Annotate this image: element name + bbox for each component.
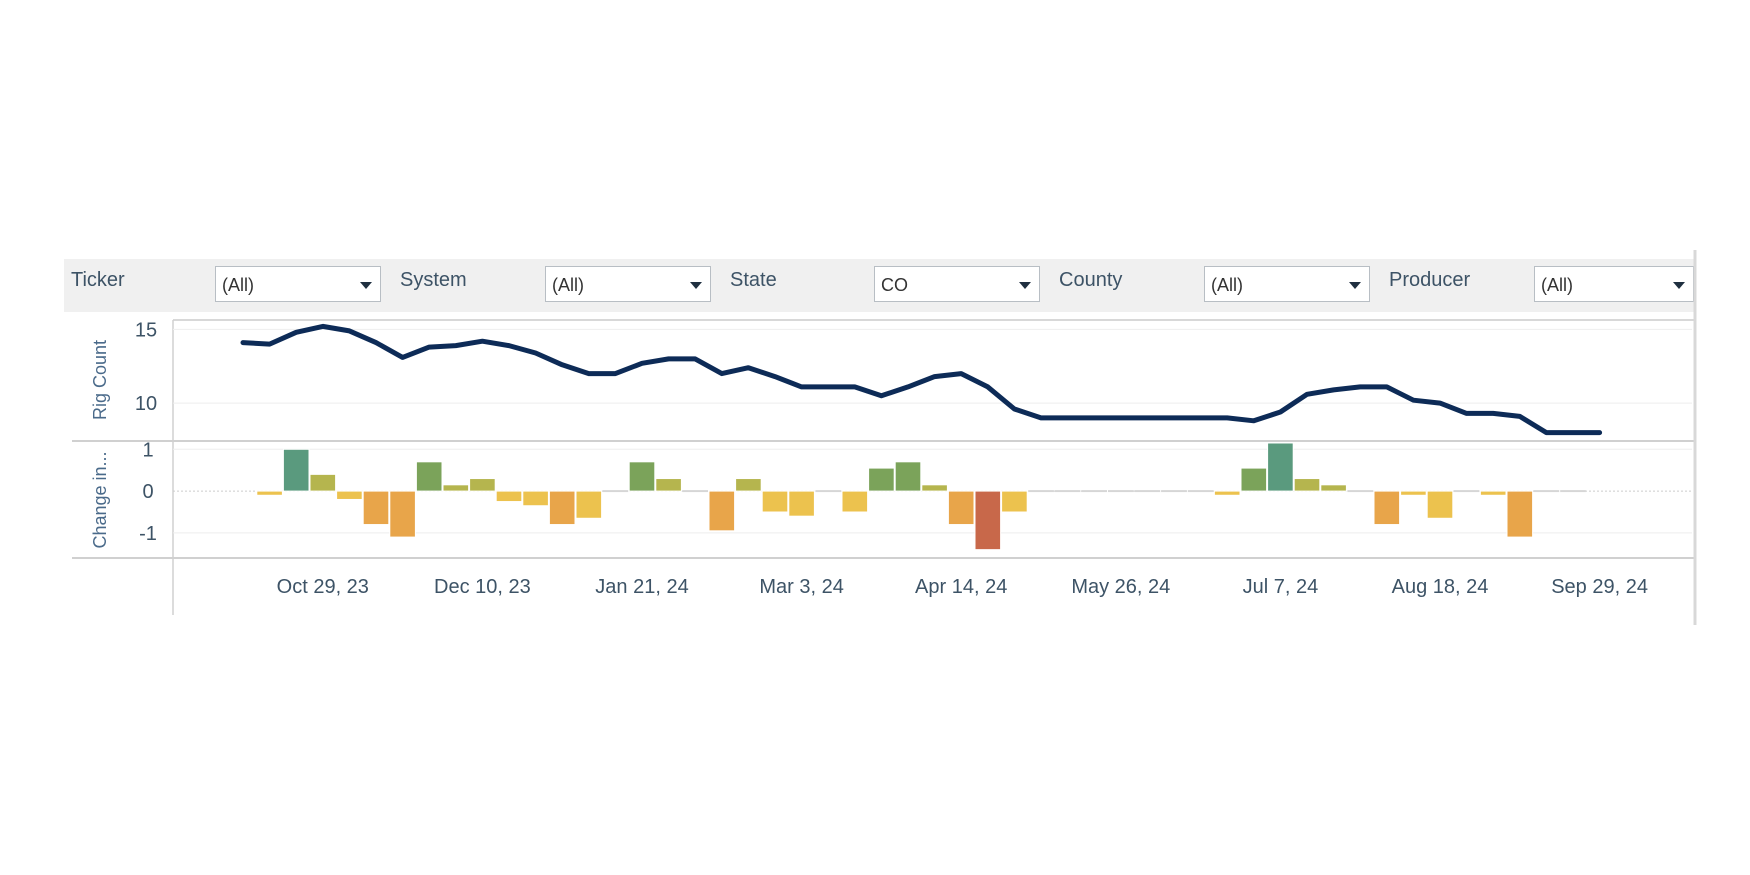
y-axis-title-change: Change in... (90, 451, 110, 548)
system-dropdown[interactable]: (All) (545, 266, 711, 302)
ticker-dropdown[interactable]: (All) (215, 266, 381, 302)
y-tick-label: 1 (142, 439, 153, 461)
bar (628, 461, 656, 492)
chevron-down-icon (1349, 282, 1361, 289)
bar (1293, 478, 1321, 492)
bar (1320, 484, 1347, 492)
bar (655, 478, 682, 492)
bar (1426, 490, 1454, 519)
bar (894, 461, 922, 492)
bar (1187, 490, 1214, 493)
county-dropdown[interactable]: (All) (1204, 266, 1370, 302)
bar (1054, 490, 1081, 493)
chevron-down-icon (1673, 282, 1685, 289)
x-tick-label: Oct 29, 23 (277, 576, 369, 598)
bar (1347, 490, 1373, 493)
bar (921, 484, 948, 492)
bar (602, 490, 629, 493)
bar (256, 490, 283, 496)
x-tick-label: Apr 14, 24 (915, 576, 1007, 598)
system-value: (All) (552, 275, 584, 295)
ticker-label: Ticker (71, 269, 125, 291)
producer-label: Producer (1389, 269, 1471, 291)
producer-value: (All) (1541, 275, 1573, 295)
bar (815, 490, 841, 493)
system-label: System (400, 269, 467, 291)
y-tick-label: -1 (139, 523, 157, 545)
bar (442, 484, 470, 492)
bar (1267, 442, 1294, 492)
county-label: County (1059, 269, 1123, 291)
chevron-down-icon (360, 282, 372, 289)
state-dropdown[interactable]: CO (874, 266, 1040, 302)
bar (947, 490, 975, 526)
bar (309, 473, 337, 492)
bar (1479, 490, 1507, 496)
bar (415, 461, 443, 492)
bar (682, 490, 708, 493)
ticker-value: (All) (222, 275, 254, 295)
bar (735, 478, 762, 492)
bar (469, 478, 496, 492)
bar (1161, 490, 1187, 493)
y-tick-label: 10 (135, 393, 157, 415)
filter-bar: Ticker (All) System (All) State CO Count… (64, 259, 1696, 312)
y-tick-label: 15 (135, 319, 157, 341)
bar (1240, 467, 1268, 492)
state-label: State (730, 269, 777, 291)
bar (841, 490, 869, 513)
bar (575, 490, 603, 519)
bar (1533, 490, 1560, 493)
bar (548, 490, 576, 526)
producer-dropdown[interactable]: (All) (1534, 266, 1694, 302)
bar (1028, 490, 1054, 493)
x-tick-label: Aug 18, 24 (1392, 576, 1489, 598)
y-tick-label: 0 (142, 481, 153, 503)
y-axis-title-rig-count: Rig Count (90, 340, 110, 420)
bar (1506, 490, 1534, 538)
x-tick-label: Sep 29, 24 (1551, 576, 1648, 598)
bar (389, 490, 416, 538)
bar (1001, 490, 1028, 513)
chevron-down-icon (1019, 282, 1031, 289)
x-tick-label: Jan 21, 24 (595, 576, 688, 598)
x-tick-label: Dec 10, 23 (434, 576, 531, 598)
rig-count-line (240, 323, 1603, 436)
bar (1560, 490, 1586, 493)
x-tick-label: May 26, 24 (1071, 576, 1170, 598)
bar (788, 490, 815, 517)
x-tick-label: Mar 3, 24 (759, 576, 843, 598)
x-tick-label: Jul 7, 24 (1243, 576, 1319, 598)
bar (282, 448, 310, 492)
bar (1081, 490, 1107, 493)
county-value: (All) (1211, 275, 1243, 295)
bar (761, 490, 789, 513)
bar (708, 490, 736, 532)
bar (1108, 490, 1134, 493)
bar (336, 490, 363, 500)
bar (1134, 490, 1161, 493)
bar (1453, 490, 1480, 493)
bar (974, 490, 1002, 551)
bar (1213, 490, 1241, 496)
state-value: CO (881, 275, 908, 295)
bar (1373, 490, 1401, 526)
chevron-down-icon (690, 282, 702, 289)
bar (362, 490, 390, 526)
bar (522, 490, 549, 507)
bar (868, 467, 895, 492)
bar (1400, 490, 1427, 496)
bar (495, 490, 523, 503)
